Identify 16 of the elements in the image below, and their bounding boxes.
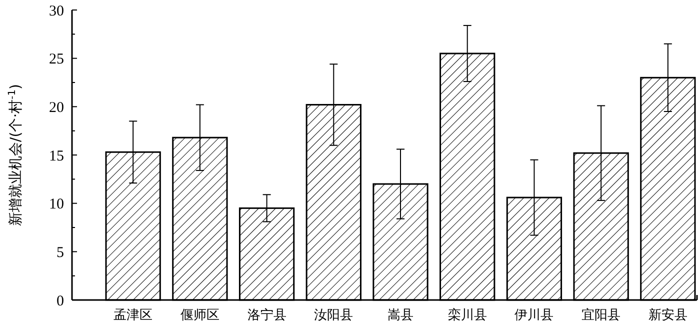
y-tick-label: 20 <box>49 100 64 116</box>
x-tick-label: 洛宁县 <box>247 307 286 323</box>
y-tick-label: 30 <box>49 3 64 20</box>
x-tick-label: 栾川县 <box>448 307 487 323</box>
y-tick-label: 25 <box>49 52 64 68</box>
y-tick-label: 0 <box>56 293 64 310</box>
x-tick-label: 嵩县 <box>388 308 414 323</box>
x-tick-label: 汝阳县 <box>314 308 354 323</box>
y-tick-label: 10 <box>49 196 64 213</box>
x-tick-label: 宜阳县 <box>582 307 621 323</box>
x-tick-label: 新安县 <box>648 307 688 323</box>
x-tick-label: 偃师区 <box>180 308 220 323</box>
y-tick-label: 5 <box>56 244 64 261</box>
y-tick-label: 15 <box>49 148 64 164</box>
x-tick-label: 孟津区 <box>114 308 153 323</box>
x-tick-label: 伊川县 <box>514 308 554 323</box>
